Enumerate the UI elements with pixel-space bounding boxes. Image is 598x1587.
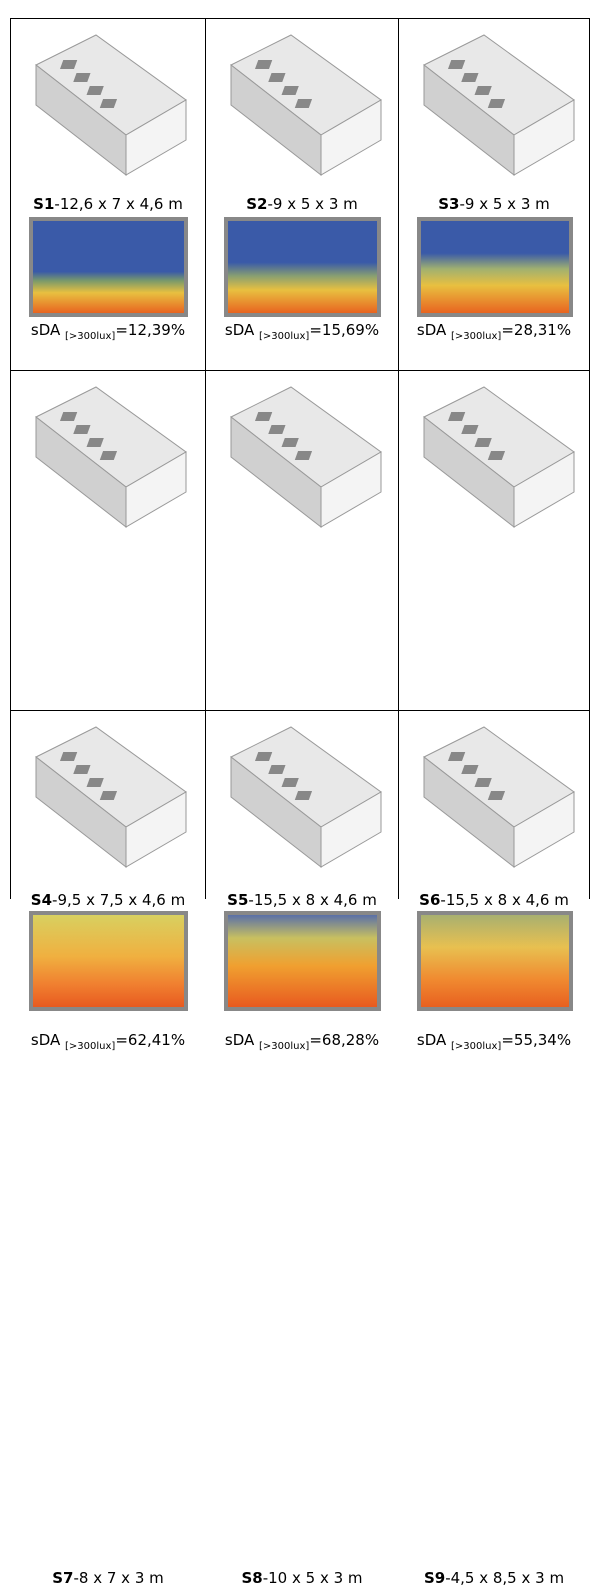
- room-table: S1-12,6 x 7 x 4,6 m sDA [>300lux]=12,39% S…: [10, 18, 590, 1587]
- room-drawing: [423, 34, 575, 177]
- sda-label: sDA [>300lux]=62,41%: [11, 1031, 205, 1052]
- room-drawing: [230, 34, 382, 177]
- sda-subscript: [>300lux]: [65, 1041, 116, 1052]
- sda-value: =28,31%: [501, 321, 572, 339]
- room-code: S7: [52, 1569, 74, 1587]
- sda-subscript: [>300lux]: [259, 331, 310, 342]
- sda-value: =62,41%: [115, 1031, 186, 1049]
- heatmap: [417, 217, 573, 317]
- heatmap: [224, 911, 381, 1011]
- sda-label: sDA [>300lux]=28,31%: [399, 321, 589, 342]
- room-dimensions: -10 x 5 x 3 m: [262, 1569, 363, 1587]
- room-drawing: [35, 34, 187, 177]
- room-caption: S2-9 x 5 x 3 m: [206, 195, 398, 213]
- table-cell: S4-9,5 x 7,5 x 4,6 m sDA [>300lux]=62,41%: [10, 370, 205, 1052]
- table-cell: S3-9 x 5 x 3 m sDA [>300lux]=28,31%: [398, 18, 590, 370]
- room-dimensions: -8 x 7 x 3 m: [73, 1569, 164, 1587]
- room-drawing: [423, 726, 575, 869]
- sda-subscript: [>300lux]: [451, 331, 502, 342]
- table-cell: S1-12,6 x 7 x 4,6 m sDA [>300lux]=12,39%: [10, 18, 205, 370]
- sda-value: =55,34%: [501, 1031, 572, 1049]
- sda-value: =12,39%: [115, 321, 186, 339]
- table-cell: S7-8 x 7 x 3 m: [10, 710, 205, 1587]
- room-code: S8: [241, 1569, 263, 1587]
- sda-prefix: sDA: [30, 1031, 61, 1049]
- sda-subscript: [>300lux]: [451, 1041, 502, 1052]
- sda-prefix: sDA: [224, 1031, 255, 1049]
- room-drawing: [230, 726, 382, 869]
- room-dimensions: -12,6 x 7 x 4,6 m: [54, 195, 183, 213]
- table-cell: S8-10 x 5 x 3 m: [205, 710, 398, 1587]
- sda-value: =68,28%: [309, 1031, 380, 1049]
- sda-label: sDA [>300lux]=55,34%: [399, 1031, 589, 1052]
- room-drawing: [35, 386, 187, 529]
- room-code: S9: [423, 1569, 446, 1587]
- sda-label: sDA [>300lux]=12,39%: [11, 321, 205, 342]
- sda-prefix: sDA: [416, 1031, 447, 1049]
- heatmap: [417, 911, 573, 1011]
- sda-prefix: sDA: [30, 321, 61, 339]
- table-cell: S5-15,5 x 8 x 4,6 m sDA [>300lux]=68,28%: [205, 370, 398, 1052]
- room-dimensions: -9 x 5 x 3 m: [459, 195, 550, 213]
- room-code: S1: [33, 195, 55, 213]
- sda-prefix: sDA: [224, 321, 255, 339]
- room-caption: S3-9 x 5 x 3 m: [399, 195, 589, 213]
- sda-label: sDA [>300lux]=15,69%: [206, 321, 398, 342]
- room-caption: S1-12,6 x 7 x 4,6 m: [11, 195, 205, 213]
- sda-prefix: sDA: [416, 321, 447, 339]
- sda-label: sDA [>300lux]=68,28%: [206, 1031, 398, 1052]
- room-drawing: [423, 386, 575, 529]
- room-drawing: [230, 386, 382, 529]
- room-caption: S7-8 x 7 x 3 m: [11, 1569, 205, 1587]
- room-dimensions: -9 x 5 x 3 m: [267, 195, 358, 213]
- room-caption: S8-10 x 5 x 3 m: [206, 1569, 398, 1587]
- room-drawing: [35, 726, 187, 869]
- table-cell: S2-9 x 5 x 3 m sDA [>300lux]=15,69%: [205, 18, 398, 370]
- table-cell: S9-4,5 x 8,5 x 3 m: [398, 710, 590, 1587]
- table-cell: S6-15,5 x 8 x 4,6 m sDA [>300lux]=55,34%: [398, 370, 590, 1052]
- page: S1-12,6 x 7 x 4,6 m sDA [>300lux]=12,39% S…: [10, 18, 590, 1587]
- heatmap: [224, 217, 381, 317]
- room-code: S2: [246, 195, 268, 213]
- sda-value: =15,69%: [309, 321, 380, 339]
- heatmap: [29, 911, 188, 1011]
- sda-subscript: [>300lux]: [259, 1041, 310, 1052]
- room-dimensions: -4,5 x 8,5 x 3 m: [445, 1569, 565, 1587]
- room-caption: S9-4,5 x 8,5 x 3 m: [399, 1569, 589, 1587]
- room-code: S3: [438, 195, 460, 213]
- sda-subscript: [>300lux]: [65, 331, 116, 342]
- heatmap: [29, 217, 188, 317]
